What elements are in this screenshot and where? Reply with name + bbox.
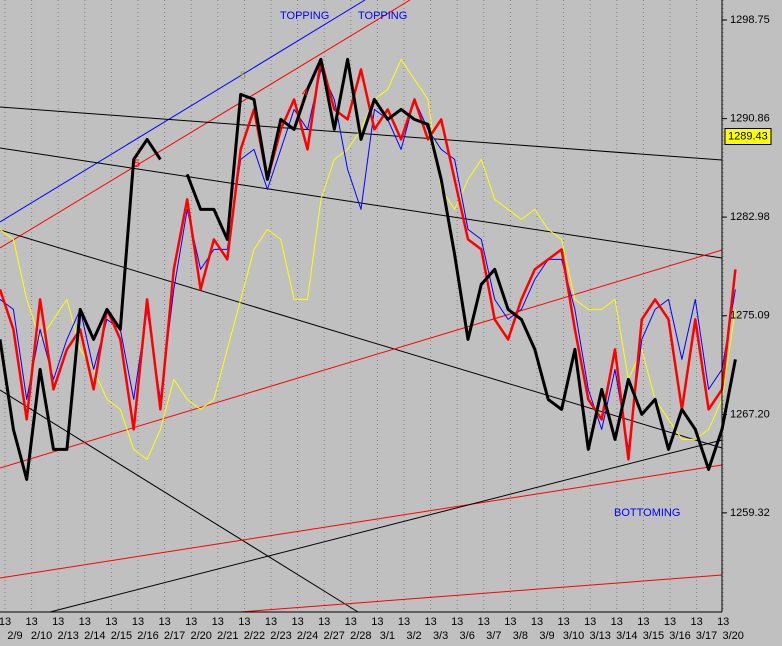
x-tick-label: 3/14: [616, 630, 637, 642]
x-tick-hour: 13: [265, 616, 277, 628]
x-tick-hour: 13: [398, 616, 410, 628]
x-tick-hour: 13: [531, 616, 543, 628]
x-tick-label: 2/21: [217, 630, 238, 642]
x-tick-label: 2/9: [7, 630, 22, 642]
x-tick-label: 2/10: [31, 630, 52, 642]
x-tick-label: 2/17: [164, 630, 185, 642]
x-tick-hour: 13: [717, 616, 729, 628]
x-tick-label: 2/22: [244, 630, 265, 642]
x-tick-hour: 13: [611, 616, 623, 628]
trendline: [0, 229, 723, 449]
last-value-label: 1289.43: [728, 130, 768, 142]
x-tick-hour: 13: [185, 616, 197, 628]
x-tick-hour: 13: [478, 616, 490, 628]
series-line: [0, 68, 736, 450]
x-tick-hour: 13: [451, 616, 463, 628]
x-tick-label: 3/9: [539, 630, 554, 642]
annotation: BOTTOMING: [614, 507, 680, 519]
x-tick-hour: 13: [52, 616, 64, 628]
y-tick-label: 1298.75: [730, 14, 770, 26]
series-line: [185, 57, 737, 471]
y-tick-label: 1267.20: [730, 408, 770, 420]
x-tick-label: 3/16: [669, 630, 690, 642]
x-tick-label: 2/13: [57, 630, 78, 642]
trendline: [239, 574, 723, 613]
annotation: 4: [302, 87, 308, 99]
y-tick-label: 1282.98: [730, 211, 770, 223]
trendline: [0, 464, 723, 579]
trendline: [0, 249, 723, 469]
trendline: [0, 147, 723, 259]
series-line: [0, 58, 737, 461]
x-tick-hour: 13: [371, 616, 383, 628]
x-tick-label: 2/15: [111, 630, 132, 642]
x-tick-hour: 13: [105, 616, 117, 628]
x-tick-label: 3/10: [563, 630, 584, 642]
x-tick-label: 2/23: [270, 630, 291, 642]
trendline: [0, 389, 359, 613]
x-tick-label: 2/14: [84, 630, 105, 642]
x-tick-hour: 13: [690, 616, 702, 628]
y-tick-label: 1275.09: [730, 310, 770, 322]
x-tick-hour: 13: [318, 616, 330, 628]
x-tick-hour: 13: [0, 616, 11, 628]
axes: 1298.75 1290.86 1282.98 1275.09 1267.20 1259.…: [0, 14, 772, 642]
x-tick-label: 3/8: [513, 630, 528, 642]
x-tick-hour: 13: [79, 616, 91, 628]
x-tick-hour: 13: [504, 616, 516, 628]
x-tick-label: 2/16: [137, 630, 158, 642]
x-tick-hour: 13: [637, 616, 649, 628]
trendline: [0, 0, 366, 223]
x-tick-label: 3/7: [486, 630, 501, 642]
x-tick-hour: 13: [424, 616, 436, 628]
x-tick-label: 3/2: [406, 630, 421, 642]
trendline: [0, 0, 411, 249]
series-line: [0, 137, 162, 481]
x-tick-hour: 13: [25, 616, 37, 628]
x-tick-hour: 13: [584, 616, 596, 628]
x-tick-label: 2/20: [190, 630, 211, 642]
x-tick-hour: 13: [212, 616, 224, 628]
annotation: TOPPING: [280, 10, 329, 22]
last-value-box: [724, 128, 772, 145]
x-tick-hour: 13: [664, 616, 676, 628]
x-tick-hour: 13: [158, 616, 170, 628]
annotation: 5: [134, 158, 140, 170]
trendline: [49, 439, 723, 613]
y-tick-label: 1259.32: [730, 507, 770, 519]
x-tick-hour: 13: [557, 616, 569, 628]
x-tick-label: 2/24: [297, 630, 318, 642]
series: [0, 57, 737, 481]
x-tick-hour: 13: [132, 616, 144, 628]
x-tick-hour: 13: [238, 616, 250, 628]
x-tick-label: 3/6: [460, 630, 475, 642]
x-tick-label: 2/27: [323, 630, 344, 642]
x-tick-label: 3/13: [589, 630, 610, 642]
x-tick-label: 3/17: [696, 630, 717, 642]
y-tick-label: 1290.86: [730, 113, 770, 125]
annotation: TOPPING: [358, 10, 407, 22]
x-tick-label: 3/3: [433, 630, 448, 642]
series-line: [0, 58, 736, 460]
x-tick-label: 3/1: [380, 630, 395, 642]
x-tick-hour: 13: [345, 616, 357, 628]
x-tick-hour: 13: [291, 616, 303, 628]
x-tick-label: 3/20: [722, 630, 743, 642]
x-tick-label: 2/28: [350, 630, 371, 642]
x-tick-label: 3/15: [643, 630, 664, 642]
annotation: 5: [240, 70, 246, 82]
